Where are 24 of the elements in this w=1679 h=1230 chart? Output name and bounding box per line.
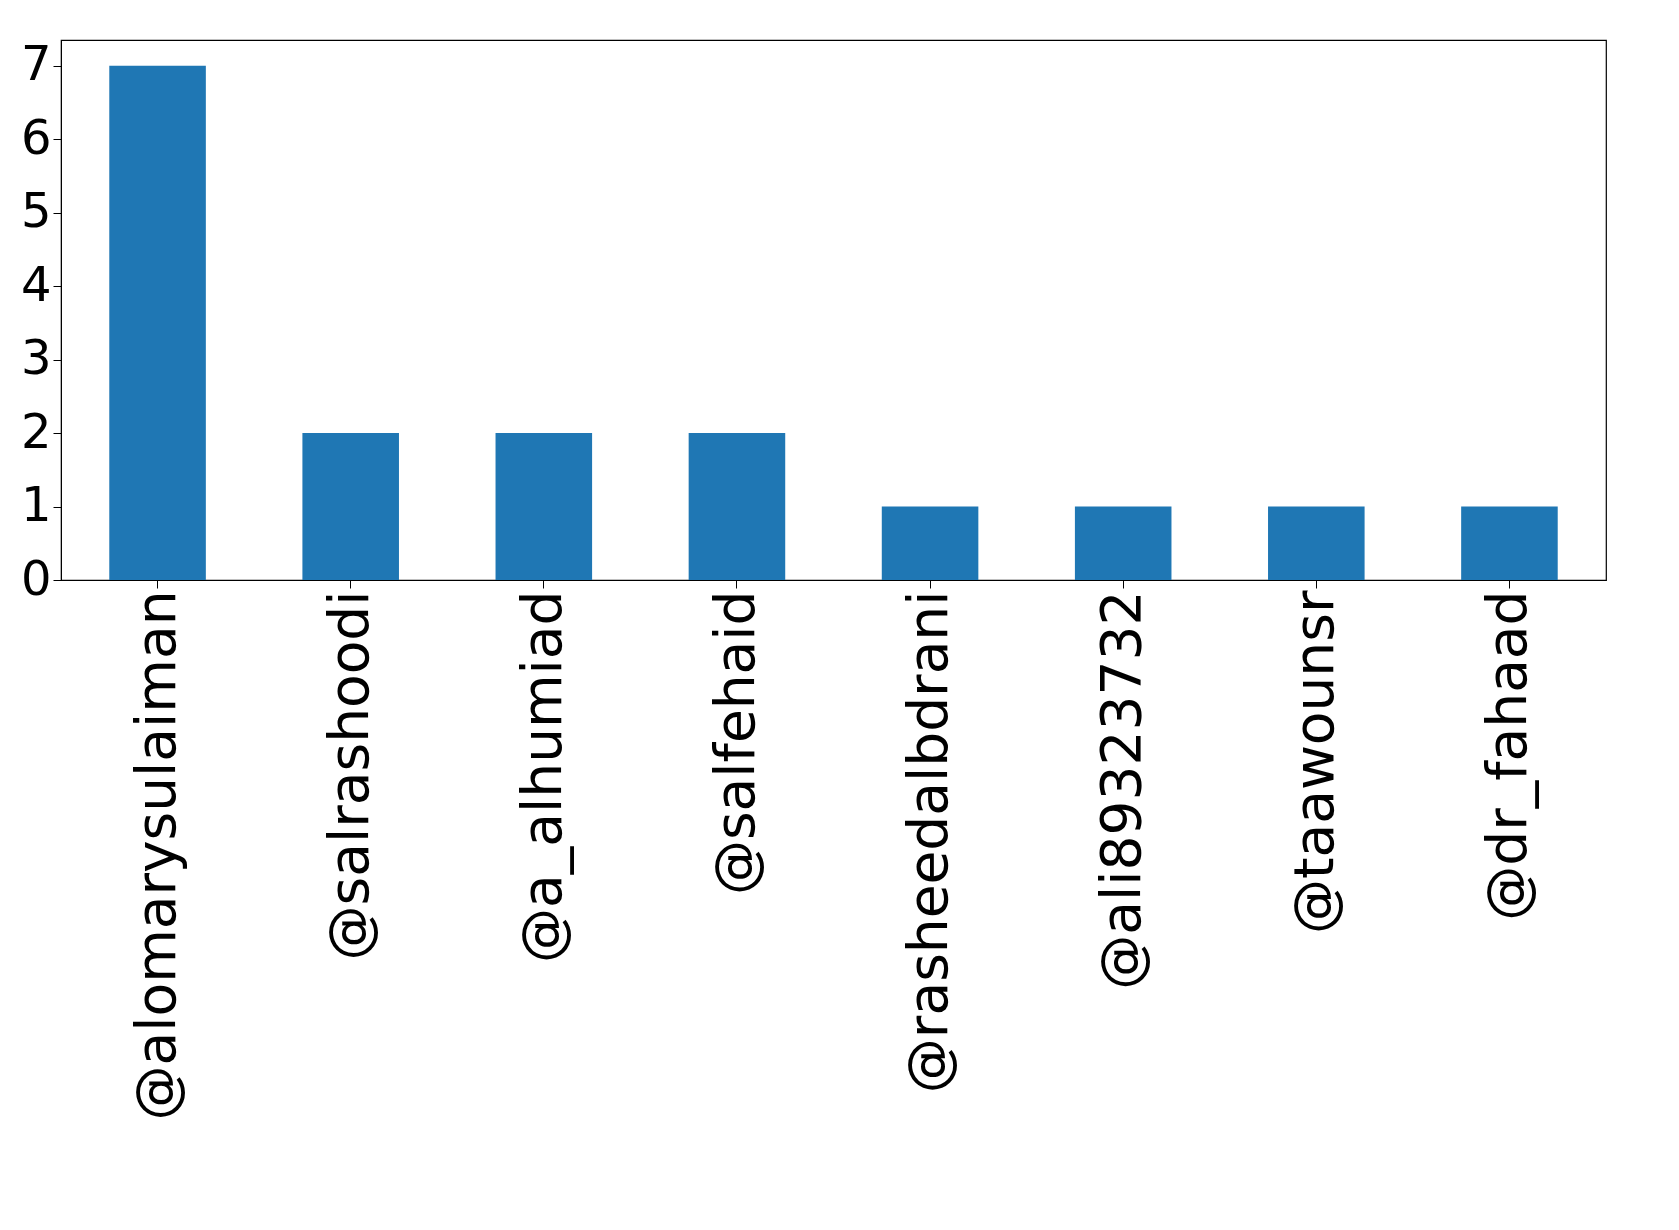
x-tick-label: @salfehaid bbox=[702, 590, 767, 896]
bar bbox=[1268, 506, 1365, 580]
x-tick-label: @dr_fahaad bbox=[1475, 590, 1540, 921]
bar bbox=[495, 433, 593, 580]
x-tick-label: @a_alhumiad bbox=[509, 590, 574, 963]
bar bbox=[1461, 506, 1558, 580]
y-tick-label: 5 bbox=[20, 182, 52, 239]
x-tick-label: @rasheedalbdrani bbox=[896, 590, 961, 1094]
y-tick-label: 1 bbox=[20, 476, 52, 533]
bar bbox=[1074, 506, 1172, 580]
y-tick-label: 2 bbox=[20, 402, 52, 459]
y-tick-label: 7 bbox=[20, 35, 52, 92]
y-tick-label: 3 bbox=[20, 329, 52, 386]
bar bbox=[688, 433, 786, 580]
bar bbox=[881, 506, 979, 580]
bar bbox=[302, 433, 399, 580]
y-tick-label: 0 bbox=[20, 549, 52, 606]
x-tick-label: @salrashoodi bbox=[316, 590, 381, 961]
y-tick-label: 4 bbox=[20, 255, 52, 312]
y-tick-label: 6 bbox=[20, 108, 52, 165]
bar bbox=[109, 65, 206, 580]
x-tick-label: @ali89323732 bbox=[1089, 590, 1154, 990]
x-tick-label: @alomarysulaiman bbox=[123, 590, 188, 1121]
x-tick-label: @taawounsr bbox=[1282, 590, 1347, 935]
